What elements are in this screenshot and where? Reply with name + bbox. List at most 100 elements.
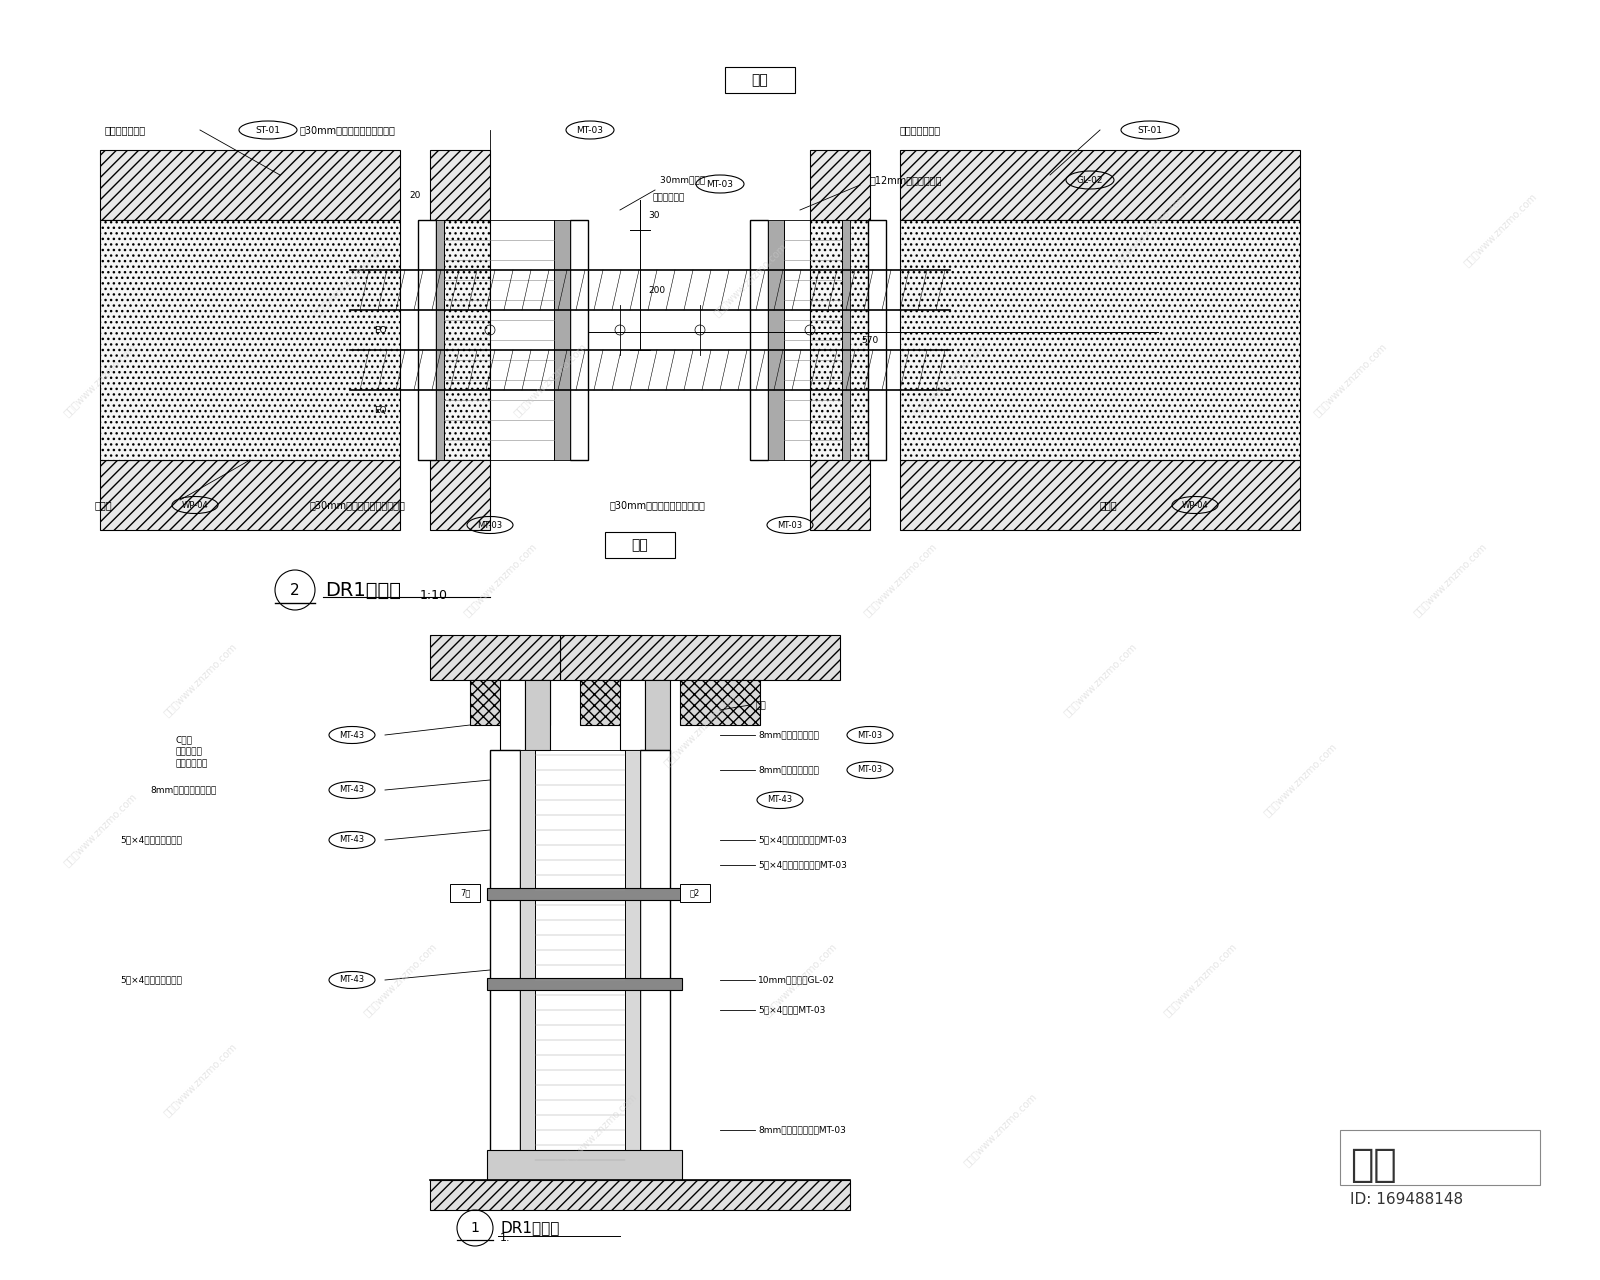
Text: 知末网www.znzmo.com: 知末网www.znzmo.com bbox=[61, 342, 139, 419]
Text: 知末网www.znzmo.com: 知末网www.znzmo.com bbox=[1261, 741, 1339, 818]
Text: 1:: 1: bbox=[501, 1233, 510, 1243]
Text: 知末网www.znzmo.com: 知末网www.znzmo.com bbox=[162, 641, 238, 718]
Text: 570: 570 bbox=[861, 337, 878, 346]
Bar bbox=[750, 220, 768, 460]
Text: 知末网www.znzmo.com: 知末网www.znzmo.com bbox=[1461, 192, 1539, 269]
Bar bbox=[768, 220, 784, 460]
Bar bbox=[901, 460, 1299, 530]
Text: 一端纸: 一端纸 bbox=[1101, 500, 1118, 509]
Text: MT-43: MT-43 bbox=[339, 975, 365, 984]
Text: 知末网www.znzmo.com: 知末网www.znzmo.com bbox=[162, 1042, 238, 1119]
Bar bbox=[486, 978, 682, 989]
Text: 5宽×4深发丝不锈钢槽: 5宽×4深发丝不锈钢槽 bbox=[120, 975, 182, 984]
Bar bbox=[581, 680, 661, 724]
Bar bbox=[418, 220, 437, 460]
Text: 5宽×4深发丝不锈钢槽MT-03: 5宽×4深发丝不锈钢槽MT-03 bbox=[758, 836, 846, 845]
Text: ST-01: ST-01 bbox=[1138, 125, 1163, 134]
Text: 8mm宽发丝不锈钢槽: 8mm宽发丝不锈钢槽 bbox=[758, 765, 819, 774]
Text: 5宽×4深发丝MT-03: 5宽×4深发丝MT-03 bbox=[758, 1006, 826, 1015]
Bar bbox=[842, 220, 850, 460]
Bar bbox=[430, 220, 490, 460]
Text: 发丝不锈钢框: 发丝不锈钢框 bbox=[653, 193, 685, 202]
Text: 5宽×4深发丝不锈钢槽: 5宽×4深发丝不锈钢槽 bbox=[120, 836, 182, 845]
Text: MT-43: MT-43 bbox=[768, 795, 792, 805]
Bar bbox=[901, 220, 1299, 460]
Text: 知末网www.znzmo.com: 知末网www.znzmo.com bbox=[1162, 942, 1238, 1019]
Text: 知末网www.znzmo.com: 知末网www.znzmo.com bbox=[712, 242, 789, 319]
Text: MT-43: MT-43 bbox=[339, 836, 365, 845]
Text: 一30mm宽黑色发丝不锈钢门套: 一30mm宽黑色发丝不锈钢门套 bbox=[310, 500, 406, 509]
Bar bbox=[645, 680, 670, 750]
Text: 8mm宽发丝不锈钢槽MT-03: 8mm宽发丝不锈钢槽MT-03 bbox=[758, 1125, 846, 1134]
Bar bbox=[810, 220, 870, 460]
Bar bbox=[534, 750, 626, 1180]
Bar bbox=[680, 884, 710, 902]
Text: 10mm钢化玻璃GL-02: 10mm钢化玻璃GL-02 bbox=[758, 975, 835, 984]
Bar bbox=[490, 750, 520, 1180]
Bar bbox=[810, 150, 870, 220]
Text: 一30mm宽黑色发丝不锈钢门槛: 一30mm宽黑色发丝不锈钢门槛 bbox=[301, 125, 395, 134]
Text: ST-01: ST-01 bbox=[256, 125, 280, 134]
Text: 知末网www.znzmo.com: 知末网www.znzmo.com bbox=[1061, 641, 1139, 718]
Bar bbox=[605, 532, 675, 558]
Text: 厨房: 厨房 bbox=[752, 73, 768, 87]
Text: 20: 20 bbox=[410, 191, 421, 200]
Bar bbox=[437, 220, 445, 460]
Text: 知末网www.znzmo.com: 知末网www.znzmo.com bbox=[461, 541, 539, 618]
Text: 一30mm宽黑色发丝不锈钢门套: 一30mm宽黑色发丝不锈钢门套 bbox=[610, 500, 706, 509]
Bar bbox=[680, 680, 760, 724]
Text: 8mm宽发丝不锈钢槽衬: 8mm宽发丝不锈钢槽衬 bbox=[150, 786, 216, 795]
Text: 一端纸: 一端纸 bbox=[94, 500, 112, 509]
Text: 知末网www.znzmo.com: 知末网www.znzmo.com bbox=[312, 242, 389, 319]
Bar bbox=[450, 884, 480, 902]
Bar bbox=[520, 750, 534, 1180]
Text: DR1大样图: DR1大样图 bbox=[325, 581, 402, 599]
Bar bbox=[626, 750, 640, 1180]
Bar bbox=[430, 1180, 850, 1210]
Text: 1:10: 1:10 bbox=[421, 589, 448, 602]
Text: MT-03: MT-03 bbox=[858, 765, 883, 774]
Bar bbox=[445, 220, 554, 460]
Bar bbox=[101, 150, 400, 220]
Bar bbox=[430, 150, 490, 220]
Bar bbox=[501, 680, 525, 750]
Text: 知末网www.znzmo.com: 知末网www.znzmo.com bbox=[562, 1092, 638, 1169]
Text: 钢木门套线: 钢木门套线 bbox=[174, 748, 202, 756]
Bar bbox=[784, 220, 842, 460]
Bar bbox=[725, 67, 795, 93]
Text: MT-03: MT-03 bbox=[778, 521, 803, 530]
Text: C款阔: C款阔 bbox=[174, 736, 192, 745]
Text: 8mm宽发丝不锈钢槽: 8mm宽发丝不锈钢槽 bbox=[758, 731, 819, 740]
Text: 30mm宽黑色: 30mm宽黑色 bbox=[661, 175, 709, 184]
Bar bbox=[554, 220, 570, 460]
Text: 知末网www.znzmo.com: 知末网www.znzmo.com bbox=[861, 541, 939, 618]
Text: 一12mm厚钢化清玻璃: 一12mm厚钢化清玻璃 bbox=[870, 175, 942, 186]
Bar bbox=[869, 220, 886, 460]
Text: MT-03: MT-03 bbox=[707, 179, 733, 188]
Text: WP-04: WP-04 bbox=[182, 500, 208, 509]
Text: DR1大样图: DR1大样图 bbox=[501, 1221, 560, 1235]
Text: 知末网www.znzmo.com: 知末网www.znzmo.com bbox=[912, 342, 989, 419]
Text: 知末网www.znzmo.com: 知末网www.znzmo.com bbox=[61, 791, 139, 869]
Text: GL-02: GL-02 bbox=[1077, 175, 1104, 184]
Text: EQ: EQ bbox=[374, 406, 386, 415]
Text: 楼板: 楼板 bbox=[755, 701, 766, 710]
Bar bbox=[901, 150, 1299, 220]
Text: 架2: 架2 bbox=[690, 888, 701, 897]
Text: MT-03: MT-03 bbox=[477, 521, 502, 530]
Text: 30: 30 bbox=[648, 210, 659, 219]
Bar bbox=[560, 635, 840, 680]
Text: 1: 1 bbox=[470, 1221, 480, 1235]
Bar bbox=[486, 888, 682, 900]
Text: 知末网www.znzmo.com: 知末网www.znzmo.com bbox=[1312, 342, 1389, 419]
Bar bbox=[430, 460, 490, 530]
Text: 200: 200 bbox=[648, 285, 666, 294]
Text: 7号: 7号 bbox=[459, 888, 470, 897]
Text: 知末网www.znzmo.com: 知末网www.znzmo.com bbox=[1112, 192, 1189, 269]
Text: 知末网www.znzmo.com: 知末网www.znzmo.com bbox=[962, 1092, 1038, 1169]
Bar bbox=[640, 750, 670, 1180]
Bar bbox=[810, 460, 870, 530]
Bar bbox=[570, 220, 589, 460]
Text: 知末: 知末 bbox=[1350, 1146, 1397, 1184]
Text: WP-04: WP-04 bbox=[1182, 500, 1208, 509]
